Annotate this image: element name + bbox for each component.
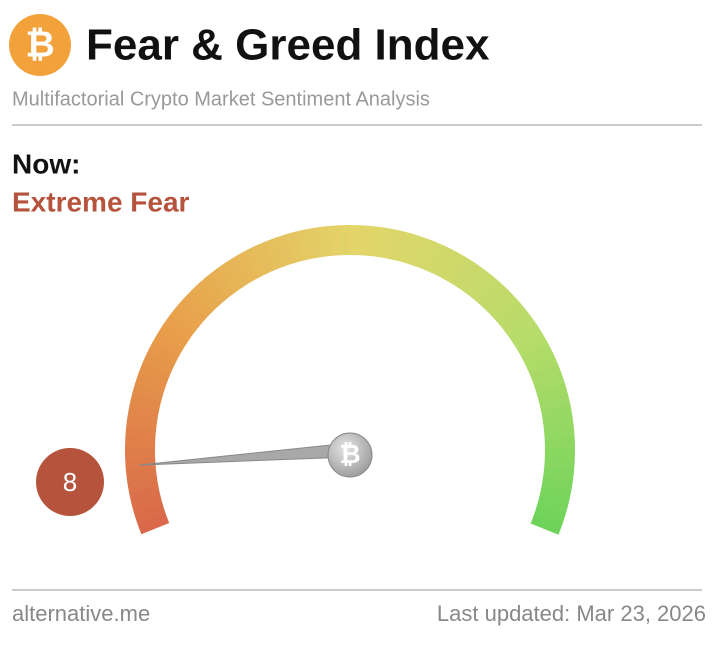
gauge-arc — [309, 242, 320, 244]
gauge-arc — [524, 333, 530, 342]
gauge-arc — [548, 509, 551, 519]
gauge-arc — [170, 332, 176, 341]
gauge-arc — [251, 260, 261, 265]
gauge-arc — [458, 270, 467, 276]
gauge-arc — [547, 378, 550, 388]
gauge-arc — [261, 256, 271, 260]
now-label: Now: — [12, 148, 80, 179]
gauge-arc — [152, 519, 156, 529]
gauge-arc — [242, 264, 251, 269]
gauge-arc — [558, 469, 559, 480]
gauge: ₿8 — [36, 240, 560, 529]
gauge-arc — [142, 407, 144, 418]
gauge-arc — [142, 479, 144, 490]
gauge-arc — [559, 459, 560, 470]
gauge-arc — [161, 350, 166, 360]
gauge-arc — [505, 308, 512, 316]
updated: Last updated: Mar 23, 2026 — [437, 601, 706, 626]
gauge-arc — [551, 499, 554, 509]
gauge-arc — [153, 368, 157, 378]
gauge-arc — [140, 458, 141, 469]
gauge-arc — [182, 316, 189, 324]
gauge-arc — [556, 408, 558, 419]
gauge-arc — [483, 287, 491, 294]
gauge-arc — [270, 252, 280, 256]
gauge-arc — [202, 294, 210, 301]
knob-logo: ₿ — [339, 439, 360, 469]
gauge-arc — [141, 417, 142, 428]
gauge-arc — [556, 479, 558, 490]
logo: ₿ — [25, 24, 54, 65]
gauge-arc — [140, 428, 141, 439]
gauge-arc — [147, 387, 150, 397]
gauge-arc — [420, 252, 430, 256]
gauge-arc — [330, 240, 341, 241]
classification: Extreme Fear — [12, 186, 190, 217]
gauge-arc — [401, 246, 411, 249]
gauge-arc — [475, 281, 484, 288]
gauge-arc — [176, 324, 182, 333]
gauge-arc — [554, 489, 556, 500]
value-label: 8 — [63, 467, 77, 497]
gauge-arc — [225, 275, 234, 281]
gauge-arc — [498, 301, 505, 309]
gauge-arc — [144, 489, 146, 500]
gauge-arc — [491, 294, 499, 301]
gauge-arc — [165, 341, 170, 350]
gauge-arc — [148, 509, 151, 519]
gauge-arc — [449, 265, 458, 270]
gauge-arc — [518, 324, 524, 333]
gauge-arc — [280, 249, 290, 252]
gauge-arc — [289, 246, 299, 249]
gauge-arc — [217, 281, 226, 288]
gauge-arc — [360, 240, 371, 241]
gauge-arc — [466, 275, 475, 281]
gauge-arc — [551, 388, 554, 398]
gauge-arc — [146, 499, 149, 509]
gauge-arc — [430, 256, 440, 260]
gauge-arc — [319, 241, 330, 242]
title: Fear & Greed Index — [86, 21, 490, 70]
gauge-arc — [544, 369, 548, 379]
gauge-arc — [141, 469, 142, 480]
gauge-arc — [209, 287, 217, 294]
gauge-arc — [539, 359, 543, 369]
gauge-arc — [439, 260, 449, 265]
gauge-arc — [144, 397, 146, 407]
needle — [139, 443, 351, 465]
gauge-arc — [234, 269, 243, 275]
gauge-arc — [535, 350, 540, 360]
gauge-arc — [299, 244, 310, 246]
gauge-arc — [391, 244, 402, 246]
gauge-arc — [188, 308, 195, 316]
gauge-arc — [411, 249, 421, 252]
gauge-arc — [530, 341, 535, 350]
gauge-arc — [512, 316, 519, 324]
gauge-arc — [545, 519, 549, 529]
gauge-arc — [381, 242, 392, 244]
gauge-arc — [156, 359, 160, 369]
gauge-arc — [370, 241, 381, 242]
gauge-arc — [559, 428, 560, 439]
gauge-arc — [195, 301, 202, 309]
gauge-arc — [558, 418, 559, 429]
subtitle: Multifactorial Crypto Market Sentiment A… — [12, 88, 430, 110]
gauge-arc — [553, 398, 555, 409]
gauge-arc — [149, 378, 152, 388]
source: alternative.me — [12, 601, 150, 626]
